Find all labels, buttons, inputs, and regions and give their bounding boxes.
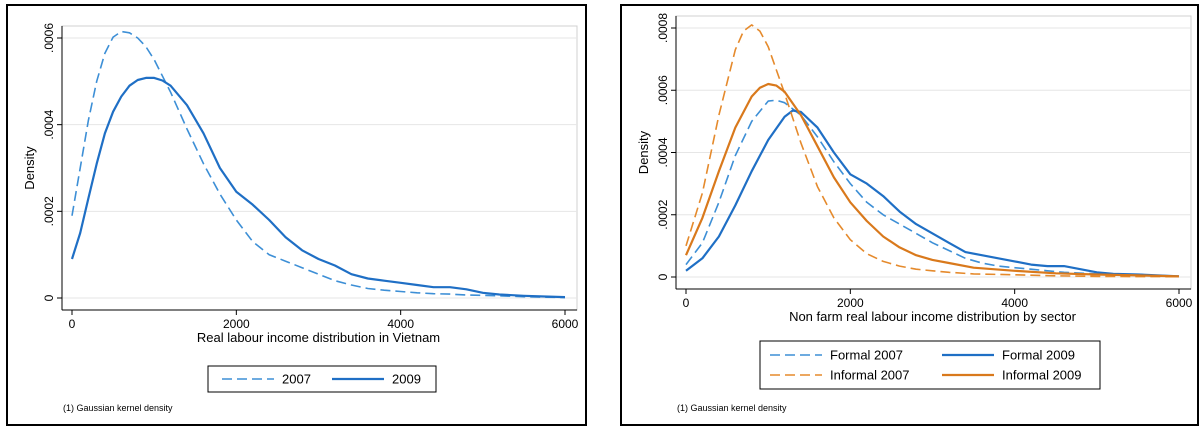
y-tick-label: .0002 [42, 196, 56, 226]
series-line-informal-2007 [685, 24, 1180, 278]
x-tick-label: 2000 [223, 317, 250, 331]
legend-label: 2007 [282, 372, 311, 387]
y-axis-label: Density [22, 146, 37, 190]
y-tick-label: .0008 [656, 13, 670, 43]
x-tick-label: 2000 [837, 296, 864, 310]
series-line-informal-2009 [684, 82, 1180, 278]
x-tick-label: 0 [69, 317, 76, 331]
y-tick-label: 0 [42, 294, 56, 301]
footnote: (1) Gaussian kernel density [677, 403, 787, 413]
y-tick-label: .0006 [42, 23, 56, 53]
y-tick-label: .0002 [656, 199, 670, 229]
x-axis-label: Real labour income distribution in Vietn… [197, 330, 440, 345]
series-line-2009 [70, 76, 566, 299]
x-tick-label: 4000 [387, 317, 414, 331]
legend [759, 340, 1101, 390]
x-tick-label: 6000 [552, 317, 579, 331]
footnote: (1) Gaussian kernel density [63, 403, 173, 413]
y-tick-label: 0 [656, 273, 670, 280]
legend-label: 2009 [392, 372, 421, 387]
series-line-formal-2009 [685, 109, 1180, 278]
density-chart-vietnam: 0 2000 4000 6000 0 .0002 .0004 .0006 Real labour… [6, 4, 587, 426]
x-tick-label: 0 [683, 296, 690, 310]
series-line-formal-2007 [685, 99, 1180, 278]
y-tick-label: .0004 [656, 137, 670, 167]
legend-label: Informal 2009 [1002, 368, 1082, 383]
density-chart-by-sector: 0 2000 4000 6000 0 .0002 .0004 .0006 .0008 Non fa… [620, 4, 1199, 426]
y-tick-label: .0004 [42, 109, 56, 139]
y-tick-label: .0006 [656, 75, 670, 105]
legend-label: Formal 2007 [830, 348, 903, 363]
series-line-2007 [71, 30, 566, 299]
y-axis-label: Density [636, 130, 651, 174]
x-tick-label: 4000 [1001, 296, 1028, 310]
plot-area [61, 25, 578, 311]
x-axis-label: Non farm real labour income distribution… [789, 309, 1077, 324]
legend-label: Informal 2007 [830, 368, 910, 383]
chart-svg: 0 2000 4000 6000 0 .0002 .0004 .0006 Real labour… [22, 23, 579, 413]
chart-svg: 0 2000 4000 6000 0 .0002 .0004 .0006 .0008 Non fa… [636, 13, 1193, 413]
x-tick-label: 6000 [1166, 296, 1193, 310]
legend-label: Formal 2009 [1002, 348, 1075, 363]
